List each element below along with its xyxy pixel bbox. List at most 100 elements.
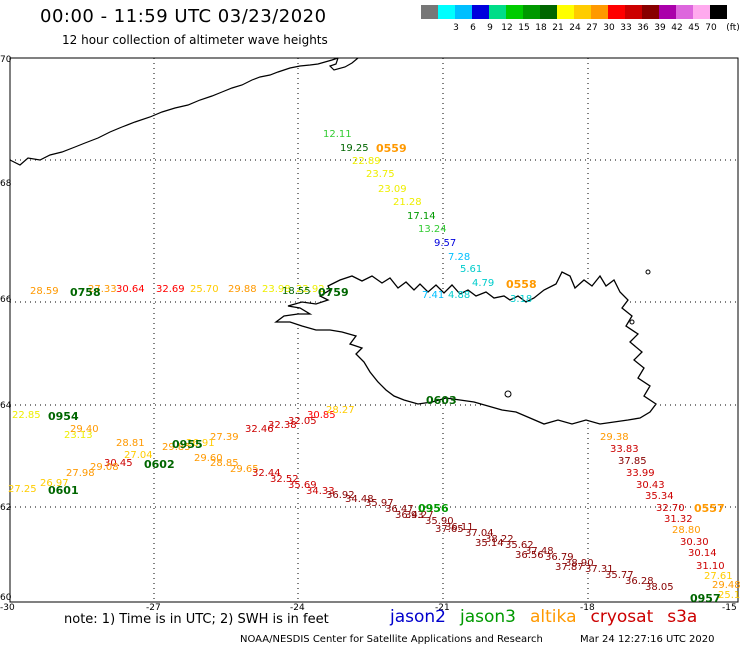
- color-swatch: [608, 5, 625, 19]
- wave-height-value: 25.1: [718, 590, 740, 601]
- color-swatch: [591, 5, 608, 19]
- wave-height-value: 37.31: [585, 564, 614, 575]
- wave-height-value: 23.13: [64, 430, 93, 441]
- color-swatch: [540, 5, 557, 19]
- wave-height-value: 31.10: [696, 561, 725, 572]
- wave-height-value: 27.39: [210, 432, 239, 443]
- color-scale-label: 42: [671, 23, 683, 33]
- pass-time-label: 0759: [318, 286, 349, 299]
- wave-height-value: 7.28: [448, 252, 470, 263]
- wave-height-value: 22.92: [296, 284, 325, 295]
- wave-height-value: 35.77: [605, 570, 634, 581]
- satellite-legend-item: s3a: [667, 607, 698, 627]
- color-scale-unit: (ft): [726, 23, 740, 33]
- color-swatch: [693, 5, 710, 19]
- color-scale-label: 39: [654, 23, 666, 33]
- lat-label: 60: [0, 593, 12, 603]
- wave-height-value: 13.24: [418, 224, 447, 235]
- pass-time-label: 0954: [48, 410, 79, 423]
- pass-time-label: 0956: [418, 502, 449, 515]
- wave-height-value: 37.65: [435, 524, 464, 535]
- pass-time-label: 0601: [48, 484, 79, 497]
- map-frame: [9, 57, 739, 603]
- color-scale-label: 36: [637, 23, 649, 33]
- color-swatch: [489, 5, 506, 19]
- wave-height-value: 27.98: [66, 468, 95, 479]
- wave-height-value: 4.79: [472, 278, 494, 289]
- credit-text: NOAA/NESDIS Center for Satellite Applica…: [240, 634, 543, 645]
- wave-height-value: 36.79: [545, 552, 574, 563]
- wave-height-value: 35.69: [288, 480, 317, 491]
- wave-height-value: 4.88: [448, 290, 470, 301]
- pass-time-label: 0558: [506, 278, 537, 291]
- wave-height-value: 36.56: [515, 550, 544, 561]
- color-swatch: [438, 5, 455, 19]
- wave-height-value: 32.69: [156, 284, 185, 295]
- wave-height-value: 37.04: [465, 528, 494, 539]
- color-swatch: [506, 5, 523, 19]
- lat-label: 64: [0, 401, 12, 411]
- wave-height-value: 9.57: [434, 238, 456, 249]
- wave-height-value: 32.38: [268, 420, 297, 431]
- wave-height-value: 36.47: [385, 504, 414, 515]
- wave-height-value: 34.33: [306, 486, 335, 497]
- wave-height-value: 28.80: [672, 525, 701, 536]
- wave-height-value: 36.28: [625, 576, 654, 587]
- color-scale-label: 12: [501, 23, 513, 33]
- satellite-legend-item: cryosat: [590, 607, 654, 627]
- color-swatch: [421, 5, 438, 19]
- wave-height-value: 23.98: [262, 284, 291, 295]
- longitude-labels: -30 -27 -24 -21 -18 -15: [0, 603, 737, 613]
- wave-height-value: 18.55: [282, 286, 311, 297]
- pass-time-label: 0559: [376, 142, 407, 155]
- page-subtitle: 12 hour collection of altimeter wave hei…: [62, 33, 328, 47]
- wave-height-value: 37.85: [618, 456, 647, 467]
- color-scale-label: 30: [603, 23, 615, 33]
- wave-height-value: 28.85: [210, 458, 239, 469]
- lat-label: 68: [0, 179, 12, 189]
- island: [629, 319, 635, 325]
- wave-height-value: 32.46: [245, 424, 274, 435]
- wave-height-value: 32.52: [270, 474, 299, 485]
- color-scale-label: 21: [552, 23, 564, 33]
- lon-label: -30: [0, 603, 15, 613]
- island: [645, 269, 651, 275]
- wave-height-value: 29.60: [194, 453, 223, 464]
- wave-height-value: 29.40: [70, 424, 99, 435]
- wave-height-value: 30.85: [307, 410, 336, 421]
- lat-label: 70: [0, 55, 12, 65]
- wave-height-value: 38.90: [565, 558, 594, 569]
- color-scale-label: 9: [487, 23, 493, 33]
- wave-height-value: 35.90: [425, 516, 454, 527]
- pass-time-label: 0603: [426, 394, 457, 407]
- pass-time-label: 0957: [690, 592, 721, 605]
- lon-label: -21: [435, 603, 450, 613]
- graticule: [10, 58, 738, 602]
- wave-height-value: 3.18: [510, 294, 532, 305]
- wave-height-value: 34.27: [405, 510, 434, 521]
- pass-time-label: 0758: [70, 286, 101, 299]
- page-title: 00:00 - 11:59 UTC 03/23/2020: [40, 6, 327, 27]
- lon-label: -15: [722, 603, 737, 613]
- wave-height-value: 35.34: [645, 491, 674, 502]
- pass-time-label: 0955: [172, 438, 203, 451]
- wave-height-value: 27.33: [88, 284, 117, 295]
- wave-height-value: 36.11: [445, 522, 474, 533]
- pass-time-label: 0602: [144, 458, 175, 471]
- pass-time-labels: 0559 0558 0758 0759 0603 0954 0955 0602 0601 0557…: [48, 142, 725, 605]
- wave-height-value: 30.45: [104, 458, 133, 469]
- wave-height-value: 5.61: [460, 264, 482, 275]
- color-scale-label: 15: [518, 23, 530, 33]
- color-swatch: [625, 5, 642, 19]
- altimeter-tracks: 12.11 19.25 22.89 23.75 23.09 21.28 17.14 13.24…: [8, 129, 740, 601]
- wave-height-value: 27.61: [704, 571, 733, 582]
- lon-label: -24: [290, 603, 305, 613]
- wave-height-value: 25.70: [190, 284, 219, 295]
- lat-label: 62: [0, 503, 11, 513]
- wave-height-value: 29.65: [230, 464, 259, 475]
- color-scale-label: 70: [705, 23, 717, 33]
- wave-height-value: 28.59: [30, 286, 59, 297]
- wave-height-value: 37.87: [555, 562, 584, 573]
- lon-label: -18: [580, 603, 595, 613]
